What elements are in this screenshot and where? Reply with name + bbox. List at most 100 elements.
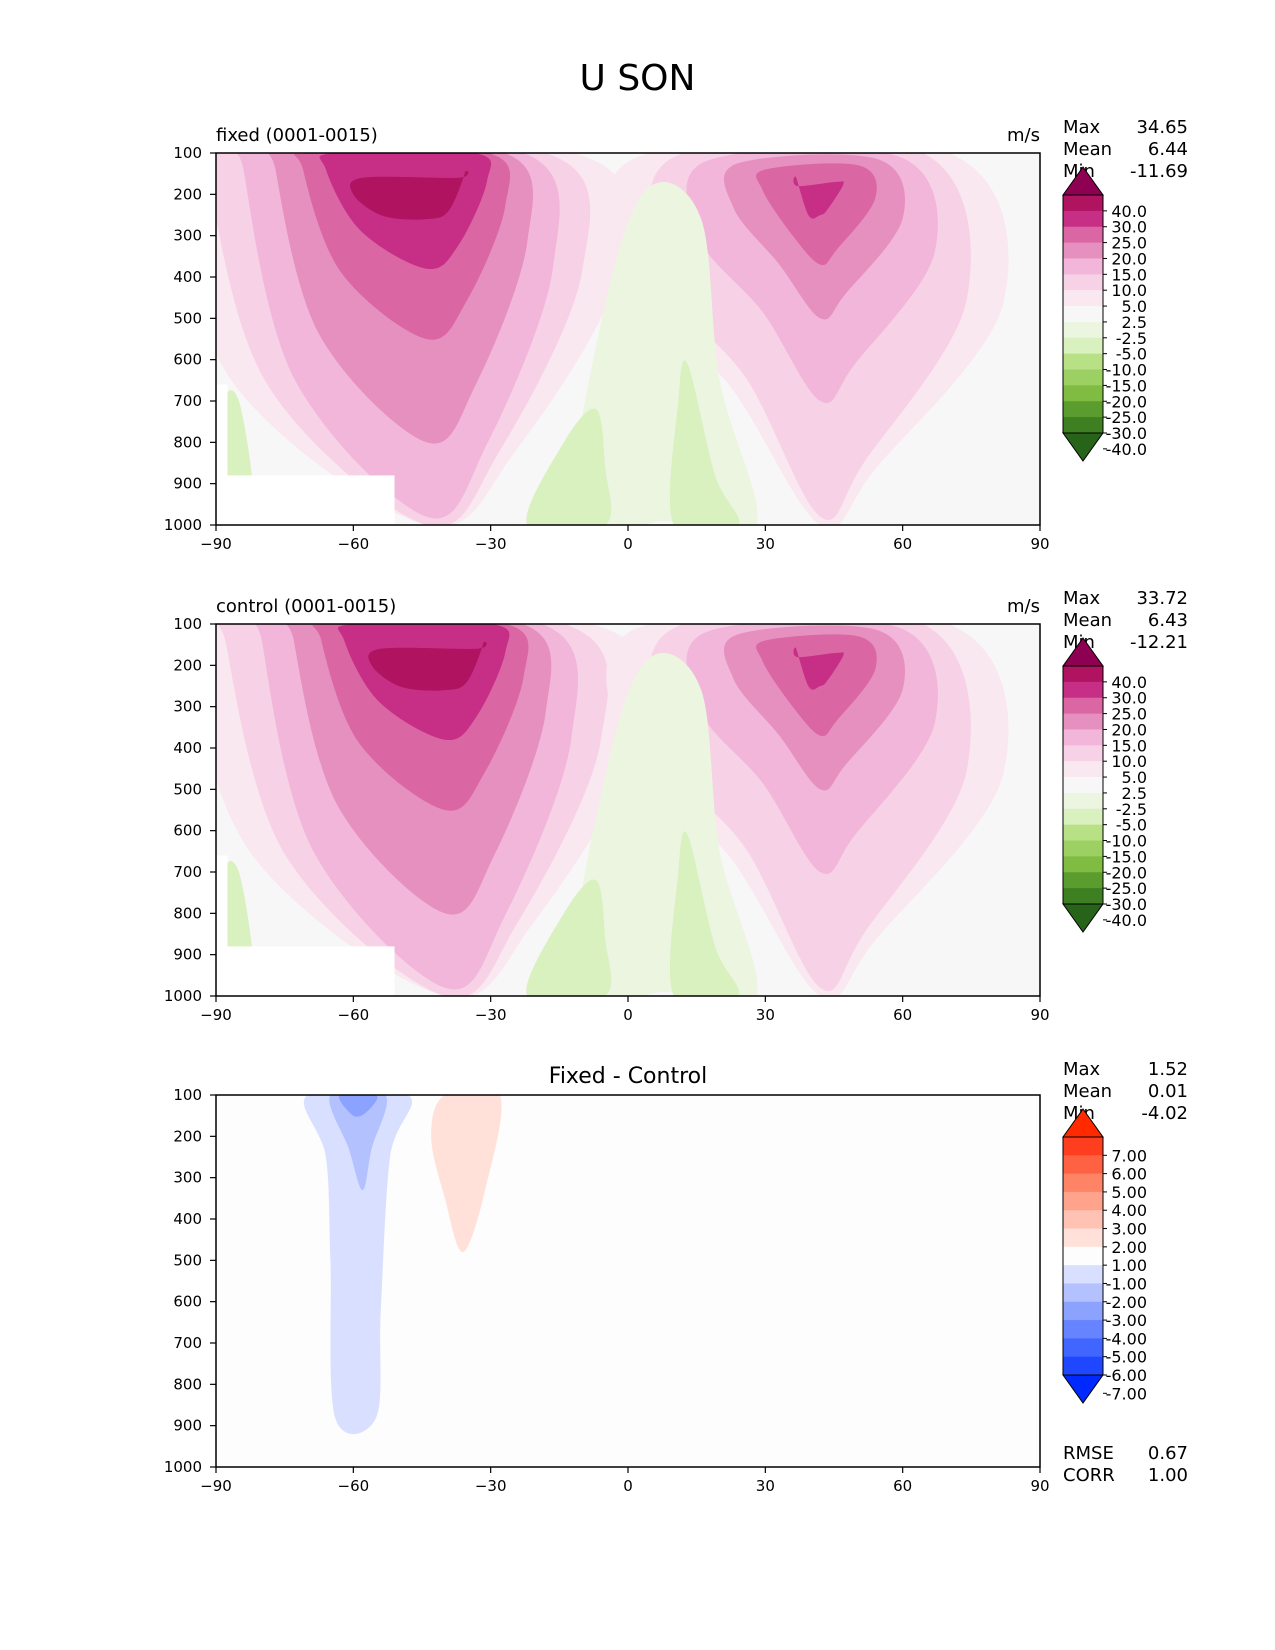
colorbar-label: 2.5: [1122, 313, 1147, 332]
colorbar-segment: [1063, 1173, 1103, 1193]
colorbar-label: -5.00: [1106, 1348, 1147, 1367]
missing-data: [216, 855, 228, 996]
colorbar-label: 10.0: [1111, 281, 1147, 300]
colorbar-frame: [1062, 194, 1104, 434]
stat-value: -4.02: [1141, 1103, 1188, 1124]
x-tick-label: 90: [1030, 535, 1049, 553]
colorbar-frame: [1062, 665, 1104, 905]
colorbar-label: 2.00: [1111, 1238, 1147, 1257]
y-tick-label: 700: [173, 1334, 202, 1352]
stat-value: -11.69: [1130, 161, 1188, 182]
colorbar-segment: [1063, 1191, 1103, 1211]
colorbar-segment: [1063, 666, 1103, 683]
stat-label: CORR: [1063, 1465, 1115, 1486]
colorbar-segment: [1063, 401, 1103, 418]
colorbar-segment: [1063, 210, 1103, 228]
colorbar-label: -4.00: [1106, 1329, 1147, 1348]
colorbar-label: -7.00: [1106, 1384, 1147, 1403]
colorbar-segment: [1063, 1246, 1103, 1266]
colorbar-segment: [1063, 681, 1103, 699]
colorbar-label: 20.0: [1111, 720, 1147, 739]
y-tick-label: 700: [173, 392, 202, 410]
colorbar-label: 10.0: [1111, 752, 1147, 771]
colorbar-label: -5.0: [1116, 345, 1147, 364]
colorbar-segment: [1063, 824, 1103, 842]
missing-data: [216, 384, 228, 525]
colorbar-label: -25.0: [1106, 879, 1147, 898]
contour-band: [368, 641, 487, 691]
y-tick-label: 400: [173, 268, 202, 286]
y-tick-label: 300: [173, 1169, 202, 1187]
colorbar-segment: [1063, 417, 1103, 434]
y-tick-label: 100: [173, 1086, 202, 1104]
contour-band-positive: [431, 1095, 502, 1253]
y-tick-label: 600: [173, 351, 202, 369]
colorbar-label: -10.0: [1106, 361, 1147, 380]
stat-value: 1.52: [1148, 1059, 1188, 1080]
x-tick-label: −90: [200, 1477, 232, 1495]
colorbar-segment: [1063, 290, 1103, 307]
colorbar-label: -30.0: [1106, 895, 1147, 914]
colorbar-label: -2.00: [1106, 1293, 1147, 1312]
colorbar-segment: [1063, 761, 1103, 778]
panel-title-right: m/s: [1007, 596, 1040, 617]
colorbar-label: -2.5: [1116, 800, 1147, 819]
colorbar-segment: [1063, 274, 1103, 291]
y-tick-label: 900: [173, 475, 202, 493]
panel-title-right: m/s: [1007, 125, 1040, 146]
contour-band-negative: [303, 1095, 413, 1435]
colorbar-label: -1.00: [1106, 1274, 1147, 1293]
y-tick-label: 300: [173, 698, 202, 716]
contour-band-easterly: [526, 408, 612, 525]
x-tick-label: 90: [1030, 1006, 1049, 1024]
contour-band-easterly: [224, 861, 253, 972]
colorbar-extend-bottom: [1062, 1374, 1104, 1404]
colorbar-frame: [1062, 1136, 1104, 1376]
y-tick-label: 500: [173, 780, 202, 798]
x-tick-label: 30: [756, 1006, 775, 1024]
colorbar-label: -30.0: [1106, 424, 1147, 443]
missing-data: [216, 475, 395, 525]
y-tick-label: 500: [173, 309, 202, 327]
colorbar-label: -15.0: [1106, 376, 1147, 395]
colorbar-label: 15.0: [1111, 265, 1147, 284]
colorbar-label: 40.0: [1111, 673, 1147, 692]
y-tick-label: 500: [173, 1251, 202, 1269]
contour-band-easterly: [224, 390, 253, 501]
y-tick-label: 1000: [164, 516, 202, 534]
colorbar-segment: [1063, 195, 1103, 212]
stat-label: Mean: [1063, 1081, 1112, 1102]
x-tick-label: 60: [893, 1006, 912, 1024]
panel-1: [215, 152, 1041, 526]
contour-band-easterly: [571, 653, 758, 996]
colorbar-segment: [1063, 856, 1103, 873]
y-tick-label: 300: [173, 227, 202, 245]
stat-label: RMSE: [1063, 1443, 1114, 1464]
x-tick-label: −90: [200, 1006, 232, 1024]
colorbar-label: 6.00: [1111, 1165, 1147, 1184]
y-tick-label: 900: [173, 946, 202, 964]
y-tick-label: 800: [173, 433, 202, 451]
colorbar-label: 30.0: [1111, 689, 1147, 708]
y-tick-label: 200: [173, 185, 202, 203]
colorbar-segment: [1063, 1320, 1103, 1339]
colorbar-segment: [1063, 872, 1103, 889]
panel-title-left: control (0001-0015): [216, 596, 396, 617]
x-tick-label: 0: [623, 1477, 633, 1495]
y-tick-label: 1000: [164, 1458, 202, 1476]
colorbar-label: 20.0: [1111, 249, 1147, 268]
y-tick-label: 700: [173, 863, 202, 881]
colorbar-segment: [1063, 792, 1103, 810]
panel-3: [215, 1094, 1041, 1468]
colorbar-label: 15.0: [1111, 736, 1147, 755]
colorbar-segment: [1063, 1265, 1103, 1284]
colorbar-segment: [1063, 385, 1103, 402]
y-tick-label: 200: [173, 1127, 202, 1145]
x-tick-label: 60: [893, 535, 912, 553]
stat-value: 6.43: [1148, 610, 1188, 631]
colorbar-label: 25.0: [1111, 234, 1147, 253]
y-tick-label: 400: [173, 1210, 202, 1228]
stat-value: 6.44: [1148, 139, 1188, 160]
colorbar-segment: [1063, 840, 1103, 857]
